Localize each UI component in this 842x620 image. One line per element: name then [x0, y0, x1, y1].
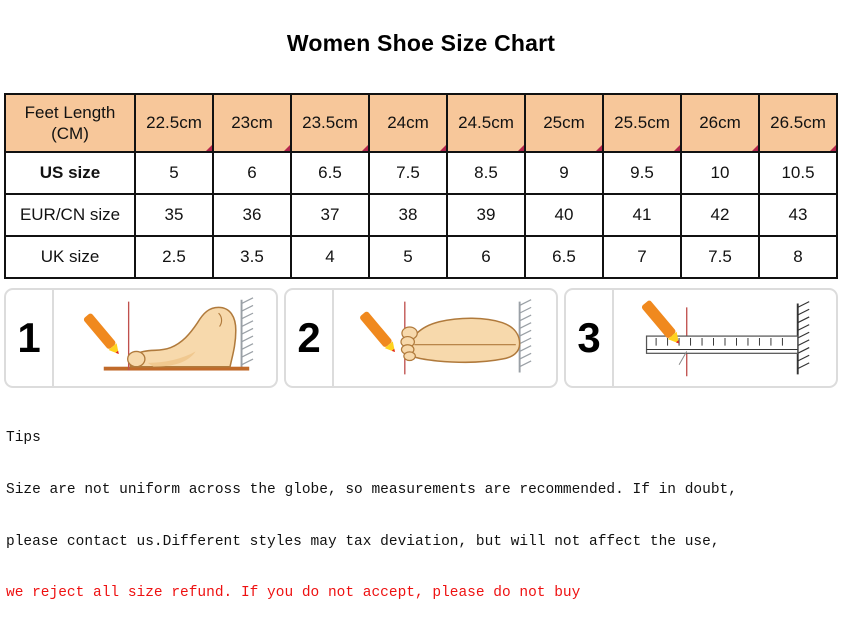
uk-size-cell-4: 6: [446, 235, 526, 279]
header-cell-8: 26.5cm: [758, 93, 838, 153]
uk-size-cell-8: 8: [758, 235, 838, 279]
us-size-cell-2: 6.5: [290, 151, 370, 195]
table-row-uk-size: UK size 2.5 3.5 4 5 6 6.5 7 7.5 8: [4, 235, 838, 279]
header-cell-1: 23cm: [212, 93, 292, 153]
foot-top-view-icon: [334, 290, 556, 386]
page-title: Women Shoe Size Chart: [286, 30, 556, 56]
foot-side-view-icon: [54, 290, 276, 386]
us-size-cell-0: 5: [134, 151, 214, 195]
eur-size-cell-2: 37: [290, 193, 370, 237]
row-header-eur-cn-size: EUR/CN size: [4, 193, 136, 237]
uk-size-cell-5: 6.5: [524, 235, 604, 279]
us-size-cell-8: 10.5: [758, 151, 838, 195]
us-size-cell-4: 8.5: [446, 151, 526, 195]
eur-size-cell-3: 38: [368, 193, 448, 237]
table-header-row: Feet Length (CM) 22.5cm 23cm 23.5cm 24cm…: [4, 93, 838, 153]
eur-size-cell-4: 39: [446, 193, 526, 237]
table-row-us-size: US size 5 6 6.5 7.5 8.5 9 9.5 10 10.5: [4, 151, 838, 195]
step-panel-2: 2: [284, 288, 558, 388]
feet-length-label-line1: Feet Length: [24, 102, 116, 122]
size-chart-table: Feet Length (CM) 22.5cm 23cm 23.5cm 24cm…: [4, 93, 838, 279]
header-cell-4: 24.5cm: [446, 93, 526, 153]
eur-size-cell-5: 40: [524, 193, 604, 237]
feet-length-label-line2: (CM): [51, 124, 89, 143]
ruler-measure-icon: [614, 290, 836, 386]
header-cell-0: 22.5cm: [134, 93, 214, 153]
us-size-cell-3: 7.5: [368, 151, 448, 195]
table-row-eur-cn-size: EUR/CN size 35 36 37 38 39 40 41 42 43: [4, 193, 838, 237]
eur-size-cell-1: 36: [212, 193, 292, 237]
eur-size-cell-8: 43: [758, 193, 838, 237]
us-size-cell-6: 9.5: [602, 151, 682, 195]
tips-line-1: Size are not uniform across the globe, s…: [6, 482, 737, 499]
step-number-1: 1: [6, 290, 54, 386]
tips-heading: Tips: [6, 430, 41, 447]
step-number-2: 2: [286, 290, 334, 386]
step-panel-3: 3: [564, 288, 838, 388]
measurement-steps: 1: [4, 288, 838, 388]
us-size-cell-5: 9: [524, 151, 604, 195]
uk-size-cell-2: 4: [290, 235, 370, 279]
us-size-cell-1: 6: [212, 151, 292, 195]
step-number-3: 3: [566, 290, 614, 386]
row-header-feet-length: Feet Length (CM): [4, 93, 136, 153]
eur-size-cell-7: 42: [680, 193, 760, 237]
uk-size-cell-1: 3.5: [212, 235, 292, 279]
header-cell-7: 26cm: [680, 93, 760, 153]
tips-line-2: please contact us.Different styles may t…: [6, 533, 720, 550]
step-panel-1: 1: [4, 288, 278, 388]
row-header-us-size: US size: [4, 151, 136, 195]
row-header-uk-size: UK size: [4, 235, 136, 279]
eur-size-cell-0: 35: [134, 193, 214, 237]
header-cell-3: 24cm: [368, 93, 448, 153]
header-cell-6: 25.5cm: [602, 93, 682, 153]
uk-size-cell-0: 2.5: [134, 235, 214, 279]
uk-size-cell-6: 7: [602, 235, 682, 279]
header-cell-5: 25cm: [524, 93, 604, 153]
tips-line-3-warning: we reject all size refund. If you do not…: [6, 585, 581, 602]
uk-size-cell-3: 5: [368, 235, 448, 279]
us-size-cell-7: 10: [680, 151, 760, 195]
tips-block: Tips Size are not uniform across the glo…: [6, 396, 836, 620]
eur-size-cell-6: 41: [602, 193, 682, 237]
uk-size-cell-7: 7.5: [680, 235, 760, 279]
header-cell-2: 23.5cm: [290, 93, 370, 153]
